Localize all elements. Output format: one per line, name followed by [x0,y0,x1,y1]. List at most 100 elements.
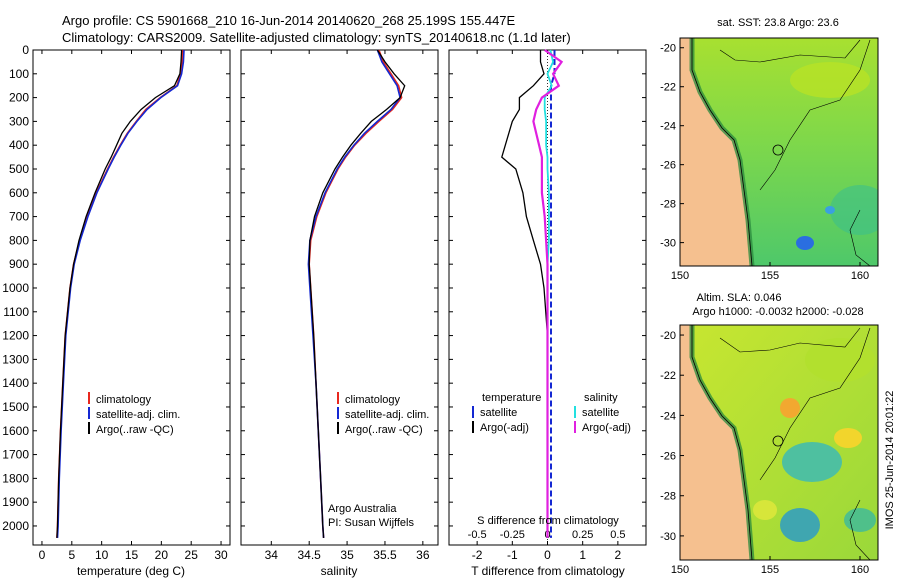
y-tick-label: 900 [9,257,29,271]
imos-timestamp: IMOS 25-Jun-2014 20:01:22 [884,391,896,530]
y-tick-label: 1400 [2,376,29,390]
x-tick-label: 2 [615,548,622,562]
sst-cool-patch [830,185,878,235]
header-line-2: Climatology: CARS2009. Satellite-adjuste… [62,30,571,45]
legend-climatology-label: climatology [345,394,401,406]
top-tick-label: -0.25 [500,529,525,541]
x-tick-label: 35 [340,548,354,562]
sla-high-patch [780,398,800,418]
header-line-1: Argo profile: CS 5901668_210 16-Jun-2014… [62,13,516,28]
series-line-temperature-satellite [550,50,556,538]
y-tick-label: 1100 [3,305,29,319]
legend-climatology-label: climatology [96,394,152,406]
series-line-argo-raw-qc- [56,49,183,538]
map-x-tick-label: 160 [851,270,869,282]
top-tick-label: 0.5 [610,529,625,541]
y-tick-label: 1600 [2,424,29,438]
y-tick-label: 2000 [2,519,29,533]
series-line-argo-raw-qc- [308,49,406,538]
y-tick-label: 200 [9,91,29,105]
map-y-tick-label: -20 [660,330,676,342]
isobath [719,327,861,353]
difference-axis-group: -2 -1 0 1 2-0.5 -0.25 0 0.25 0.5 [449,49,646,562]
y-tick-label: 1900 [2,495,29,509]
map-y-tick-label: -24 [660,410,676,422]
temperature-axis-label: temperature (deg C) [77,564,185,578]
sla-low-patch [782,442,842,482]
top-tick-label: -0.5 [468,529,487,541]
sla-map-ticks: 150 155 160 -20 -22 -24 -26 -28 -30 [660,330,869,576]
y-tick-label: 700 [9,210,29,224]
y-tick-label: 1700 [2,448,29,462]
y-tick-label: 600 [9,186,29,200]
top-tick-label: 0.25 [572,529,593,541]
series-line-salinity-argo-adj- [532,49,564,538]
sla-patch [753,500,777,520]
land-australia [680,38,752,266]
sst-map: sat. SST: 23.8 Argo: 23.6 150 155 160 -20 -2… [660,17,879,282]
t-difference-axis-label: T difference from climatology [471,564,625,578]
sla-map: Altim. SLA: 0.046 Argo h1000: -0.0032 h2… [660,292,879,576]
map-x-tick-label: 155 [761,270,779,282]
sst-map-frame [679,37,879,267]
temperature-axis-group: 0 5 10 15 20 25 300100200300400500600700800900… [2,43,230,562]
sst-warm-patch [790,62,870,98]
sla-map-frame [679,324,879,561]
legend-salinity-title: salinity [584,392,618,404]
legend-satellite-label: satellite-adj. clim. [345,409,429,421]
map-y-tick-label: -20 [660,43,676,55]
sla-low-patch [844,508,876,532]
map-y-tick-label: -22 [660,82,676,94]
y-tick-label: 800 [9,233,29,247]
x-tick-label: 0 [544,548,551,562]
x-tick-label: 30 [214,548,228,562]
x-tick-label: 15 [125,548,139,562]
x-tick-label: -1 [507,548,518,562]
argo-australia-annotation: Argo Australia [328,503,397,515]
temperature-legend: climatology satellite-adj. clim. Argo(..… [88,392,180,436]
y-tick-label: 1200 [2,329,29,343]
pi-annotation: PI: Susan Wijffels [328,517,414,529]
x-tick-label: 1 [579,548,586,562]
legend-temp-satellite-label: satellite [480,407,517,419]
legend-argo-label: Argo(..raw -QC) [345,424,423,436]
salinity-axis-group: 34 34.5 35 35.5 36 [241,49,438,562]
sla-patch [805,338,875,382]
isobath [849,499,871,560]
sla-high-patch [834,428,862,448]
isobath [719,39,861,63]
sla-map-subtitle: Argo h1000: -0.0032 h2000: -0.028 [692,306,863,318]
map-y-tick-label: -28 [660,199,676,211]
map-y-tick-label: -30 [660,531,676,543]
map-x-tick-label: 150 [671,270,689,282]
sla-low-patch [780,508,820,542]
legend-sal-argo-label: Argo(-adj) [582,422,631,434]
salinity-panel [240,49,439,546]
x-tick-label: 35.5 [373,548,397,562]
map-y-tick-label: -24 [660,121,676,133]
y-tick-label: 1000 [2,281,29,295]
x-tick-label: 5 [68,548,75,562]
temperature-panel [32,49,231,546]
x-tick-label: 36 [416,548,430,562]
map-x-tick-label: 160 [851,564,869,576]
map-y-tick-label: -26 [660,451,676,463]
map-y-tick-label: -26 [660,160,676,172]
x-tick-label: 20 [155,548,169,562]
isobath [759,39,871,191]
y-tick-label: 1800 [2,471,29,485]
legend-temp-argo-label: Argo(-adj) [480,422,529,434]
y-tick-label: 500 [9,162,29,176]
y-tick-label: 1300 [2,352,29,366]
legend-temperature-title: temperature [482,392,541,404]
coastline [691,38,753,266]
x-tick-label: 10 [95,548,109,562]
land-australia [680,325,752,560]
y-tick-label: 300 [9,114,29,128]
y-tick-label: 100 [9,67,29,81]
map-y-tick-label: -28 [660,491,676,503]
map-x-tick-label: 155 [761,564,779,576]
x-tick-label: 34.5 [298,548,322,562]
isobath [849,209,871,266]
